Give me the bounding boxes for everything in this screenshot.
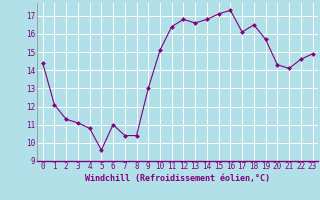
X-axis label: Windchill (Refroidissement éolien,°C): Windchill (Refroidissement éolien,°C) [85, 174, 270, 183]
